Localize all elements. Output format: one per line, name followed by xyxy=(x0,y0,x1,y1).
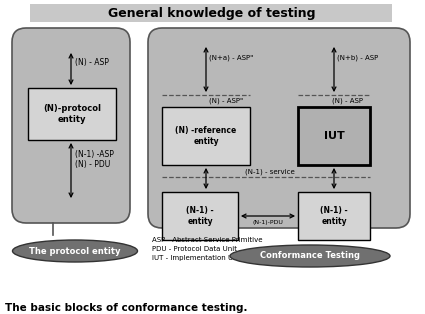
Text: (N+b) - ASP: (N+b) - ASP xyxy=(337,55,378,61)
Text: ASP - Abstract Service Primitive: ASP - Abstract Service Primitive xyxy=(152,237,263,243)
Bar xyxy=(298,107,370,165)
Text: (N-1)-PDU: (N-1)-PDU xyxy=(252,220,283,225)
Text: (N) -reference
entity: (N) -reference entity xyxy=(176,126,237,146)
Text: (N-1) -
entity: (N-1) - entity xyxy=(320,206,348,226)
Text: (N)-protocol
entity: (N)-protocol entity xyxy=(43,104,101,124)
Bar xyxy=(162,192,238,240)
Text: (N) - ASP": (N) - ASP" xyxy=(209,98,243,104)
Text: (N-1) -ASP: (N-1) -ASP xyxy=(75,149,114,159)
Bar xyxy=(162,107,250,165)
Text: (N-1) - service: (N-1) - service xyxy=(245,169,295,175)
Text: IUT - Implementation Under Test: IUT - Implementation Under Test xyxy=(152,255,265,261)
Text: (N) - PDU: (N) - PDU xyxy=(75,160,110,169)
Bar xyxy=(298,192,370,240)
FancyBboxPatch shape xyxy=(148,28,410,228)
Ellipse shape xyxy=(12,240,138,262)
Bar xyxy=(30,4,392,22)
Text: PDU - Protocol Data Unit: PDU - Protocol Data Unit xyxy=(152,246,237,252)
FancyBboxPatch shape xyxy=(12,28,130,223)
Bar xyxy=(28,88,116,140)
Text: The protocol entity: The protocol entity xyxy=(29,246,121,256)
Text: (N-1) -
entity: (N-1) - entity xyxy=(186,206,214,226)
Text: Conformance Testing: Conformance Testing xyxy=(260,252,360,261)
Text: General knowledge of testing: General knowledge of testing xyxy=(108,7,316,19)
Text: IUT: IUT xyxy=(323,131,344,141)
Text: (N) - ASP: (N) - ASP xyxy=(332,98,363,104)
Text: (N+a) - ASP": (N+a) - ASP" xyxy=(209,55,253,61)
Text: (N) - ASP: (N) - ASP xyxy=(75,58,109,68)
Text: The basic blocks of conformance testing.: The basic blocks of conformance testing. xyxy=(5,303,247,313)
Ellipse shape xyxy=(230,245,390,267)
